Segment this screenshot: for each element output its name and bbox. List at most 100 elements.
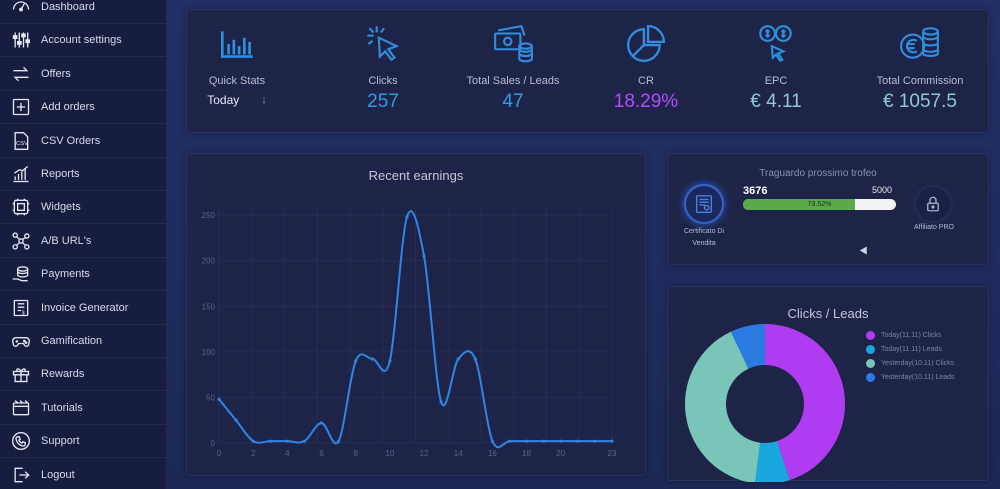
data-point[interactable] bbox=[507, 439, 512, 443]
x-tick-label: 16 bbox=[488, 449, 497, 458]
epc-stat: EPC € 4.11 bbox=[706, 10, 846, 134]
trophy-target: 5000 bbox=[872, 185, 893, 195]
sidebar-item-label: Gamification bbox=[41, 335, 103, 347]
quick-stats-label: Quick Stats bbox=[208, 75, 266, 87]
y-tick-label: 0 bbox=[211, 439, 216, 448]
sidebar-item-add-orders[interactable]: Add orders bbox=[0, 91, 167, 125]
data-point[interactable] bbox=[422, 254, 426, 258]
affiliate-pro-label: Affiliato PRO bbox=[914, 224, 954, 231]
cash-stack-icon bbox=[491, 22, 535, 66]
donut-slice[interactable] bbox=[765, 324, 845, 481]
cr-stat: CR 18.29% bbox=[576, 10, 716, 134]
sidebar-item-label: CSV Orders bbox=[41, 134, 101, 147]
euro-coins-icon bbox=[898, 22, 942, 66]
legend-item[interactable]: Today(11.11) Clicks bbox=[866, 331, 941, 340]
sidebar-item-reports[interactable]: Reports bbox=[0, 158, 167, 191]
sidebar-item-rewards[interactable]: Rewards bbox=[0, 358, 167, 392]
certificate-label-line2: Vendita bbox=[692, 240, 716, 247]
y-tick-label: 100 bbox=[202, 348, 216, 357]
sidebar-item-logout[interactable]: Logout bbox=[0, 459, 167, 489]
data-point[interactable] bbox=[490, 439, 494, 443]
data-point[interactable] bbox=[593, 439, 597, 443]
locked-badge bbox=[916, 187, 950, 221]
sidebar-item-widgets[interactable]: Widgets bbox=[0, 191, 167, 225]
data-point[interactable] bbox=[524, 439, 529, 443]
sidebar-item-label: Dashboard bbox=[41, 1, 95, 13]
cr-value: 18.29% bbox=[613, 91, 679, 112]
sidebar-item-offers[interactable]: Offers bbox=[0, 58, 167, 91]
certificate-icon bbox=[695, 195, 713, 213]
x-tick-label: 6 bbox=[319, 449, 324, 458]
commission-stat: Total Commission € 1057.5 bbox=[850, 10, 990, 134]
clicks-leads-panel: Clicks / Leads Today(11.11) Clicks Today(… bbox=[667, 286, 989, 482]
sidebar-item-label: Support bbox=[41, 435, 80, 448]
sidebar-item-label: Logout bbox=[41, 468, 75, 481]
sidebar-item-a-b-url-s[interactable]: A/B URL's bbox=[0, 225, 167, 258]
network-icon bbox=[10, 230, 32, 252]
data-point[interactable] bbox=[354, 359, 358, 363]
x-tick-label: 0 bbox=[217, 449, 222, 458]
quick-stats-block: Quick Stats Today ↓ bbox=[167, 10, 307, 134]
legend-label: Today(11.11) Clicks bbox=[881, 332, 942, 339]
gift-icon bbox=[10, 363, 32, 385]
sales-stat: Total Sales / Leads 47 bbox=[443, 10, 583, 134]
svg-text:$: $ bbox=[22, 310, 25, 316]
sales-value: 47 bbox=[502, 91, 524, 112]
sidebar-item-invoice-generator[interactable]: $ Invoice Generator bbox=[0, 292, 167, 325]
clicks-value: 257 bbox=[367, 91, 399, 112]
donut-slice[interactable] bbox=[730, 324, 765, 369]
sidebar: Dashboard Account settings Offers Add order… bbox=[0, 0, 167, 489]
donut-slice[interactable] bbox=[755, 441, 790, 482]
sidebar-item-label: A/B URL's bbox=[41, 234, 92, 247]
sidebar-item-tutorials[interactable]: Tutorials bbox=[0, 392, 167, 425]
data-point[interactable] bbox=[337, 439, 341, 443]
data-point[interactable] bbox=[473, 357, 477, 361]
data-point[interactable] bbox=[576, 439, 580, 443]
clicks-leads-title: Clicks / Leads bbox=[787, 306, 869, 321]
legend-swatch bbox=[866, 331, 875, 340]
trophy-panel: Traguardo prossimo trofeo Certificato Di… bbox=[667, 153, 989, 265]
legend-item[interactable]: Yesterday(10.11) Clicks bbox=[866, 359, 954, 368]
period-select[interactable]: Today ↓ bbox=[207, 93, 267, 107]
sidebar-item-csv-orders[interactable]: CSV CSV Orders bbox=[0, 125, 167, 158]
x-tick-label: 12 bbox=[420, 449, 429, 458]
y-tick-label: 250 bbox=[202, 211, 216, 220]
data-point[interactable] bbox=[251, 439, 255, 443]
sidebar-item-label: Offers bbox=[41, 67, 71, 80]
data-point[interactable] bbox=[371, 357, 375, 361]
donut-slice[interactable] bbox=[685, 331, 761, 482]
sidebar-item-account-settings[interactable]: Account settings bbox=[0, 24, 167, 58]
data-point[interactable] bbox=[268, 439, 272, 443]
dollar-click-icon bbox=[754, 22, 798, 66]
speedometer-icon bbox=[10, 0, 32, 18]
legend-swatch bbox=[866, 373, 875, 382]
data-point[interactable] bbox=[388, 359, 392, 363]
data-point[interactable] bbox=[456, 357, 460, 361]
legend-item[interactable]: Yesterday(10.11) Leads bbox=[866, 373, 955, 382]
sidebar-item-dashboard[interactable]: Dashboard bbox=[0, 0, 167, 24]
trophy-progress-bar: 73.52% bbox=[743, 199, 896, 210]
data-point[interactable] bbox=[405, 215, 409, 219]
legend-item[interactable]: Today(11.11) Leads bbox=[866, 345, 942, 354]
data-point[interactable] bbox=[285, 439, 289, 443]
legend-label: Yesterday(10.11) Clicks bbox=[881, 360, 955, 367]
x-tick-label: 8 bbox=[353, 449, 358, 458]
data-point[interactable] bbox=[542, 439, 546, 443]
data-point[interactable] bbox=[217, 397, 221, 401]
sidebar-item-support[interactable]: Support bbox=[0, 425, 167, 459]
epc-value: € 4.11 bbox=[750, 91, 802, 112]
certificate-label-line1: Certificato Di bbox=[683, 228, 725, 235]
data-point[interactable] bbox=[234, 418, 238, 422]
legend-swatch bbox=[866, 345, 875, 354]
sidebar-item-gamification[interactable]: Gamification bbox=[0, 325, 167, 358]
sidebar-item-payments[interactable]: Payments bbox=[0, 258, 167, 292]
data-point[interactable] bbox=[610, 439, 614, 443]
data-point[interactable] bbox=[439, 400, 443, 404]
y-tick-label: 50 bbox=[206, 393, 215, 402]
coins-hand-icon bbox=[10, 263, 32, 285]
earnings-chart: 0 50 100 150 200 250 0 2 4 6 8 10 12 14 16 18 20 23 bbox=[202, 206, 617, 458]
data-point[interactable] bbox=[319, 421, 324, 425]
data-point[interactable] bbox=[559, 439, 563, 443]
invoice-icon: $ bbox=[10, 297, 32, 319]
data-point[interactable] bbox=[302, 439, 307, 443]
